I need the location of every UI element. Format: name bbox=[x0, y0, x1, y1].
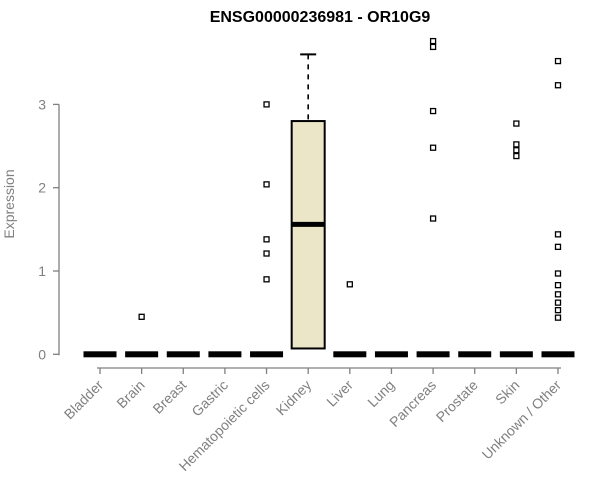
zero-box bbox=[499, 351, 533, 358]
outlier-point bbox=[263, 276, 270, 283]
x-tick-label: Kidney bbox=[273, 377, 315, 419]
box bbox=[290, 120, 326, 350]
outlier-point bbox=[263, 250, 270, 257]
outlier-point bbox=[263, 181, 270, 188]
outlier-point bbox=[429, 43, 437, 51]
outlier-point bbox=[513, 120, 520, 127]
x-tick-label: Bladder bbox=[61, 377, 107, 423]
y-tick-label: 0 bbox=[38, 346, 46, 362]
zero-box bbox=[250, 351, 284, 358]
x-tick-label: Breast bbox=[149, 377, 189, 417]
outlier-point bbox=[138, 313, 145, 320]
zero-box bbox=[458, 351, 492, 358]
zero-box bbox=[166, 351, 200, 358]
x-tick-label: Skin bbox=[492, 377, 523, 408]
x-tick-label: Lung bbox=[364, 377, 397, 410]
y-tick-label: 3 bbox=[38, 96, 46, 112]
chart-title: ENSG00000236981 - OR10G9 bbox=[210, 9, 431, 26]
outlier-point bbox=[554, 314, 562, 321]
outlier-point bbox=[554, 231, 562, 238]
zero-box bbox=[416, 351, 450, 358]
outlier-point bbox=[554, 282, 562, 289]
outlier-point bbox=[513, 141, 520, 148]
y-tick-label: 1 bbox=[38, 263, 46, 279]
x-tick-label: Prostate bbox=[433, 377, 481, 425]
zero-box bbox=[125, 351, 159, 358]
x-tick-label: Liver bbox=[323, 377, 356, 410]
outlier-point bbox=[429, 107, 437, 115]
outlier-point bbox=[513, 152, 520, 160]
outlier-point bbox=[263, 236, 270, 243]
x-tick-label: Unknown / Other bbox=[479, 377, 565, 463]
outlier-point bbox=[554, 82, 562, 89]
outlier-point bbox=[263, 101, 270, 108]
outlier-point bbox=[554, 57, 562, 65]
outlier-point bbox=[554, 299, 562, 306]
outlier-point bbox=[554, 291, 562, 298]
outlier-point bbox=[554, 307, 562, 314]
zero-box bbox=[83, 351, 117, 358]
zero-box bbox=[541, 351, 575, 358]
outlier-point bbox=[346, 281, 353, 288]
outlier-point bbox=[513, 147, 520, 154]
outlier-point bbox=[429, 37, 437, 45]
outlier-point bbox=[554, 270, 562, 277]
x-tick-label: Brain bbox=[113, 377, 147, 411]
zero-box bbox=[374, 351, 408, 358]
y-axis-title: Expression bbox=[1, 169, 17, 238]
y-tick-label: 2 bbox=[38, 180, 46, 196]
outlier-point bbox=[429, 144, 437, 151]
outlier-point bbox=[429, 215, 437, 222]
outlier-point bbox=[554, 243, 562, 250]
zero-box bbox=[333, 351, 367, 358]
zero-box bbox=[208, 351, 242, 358]
